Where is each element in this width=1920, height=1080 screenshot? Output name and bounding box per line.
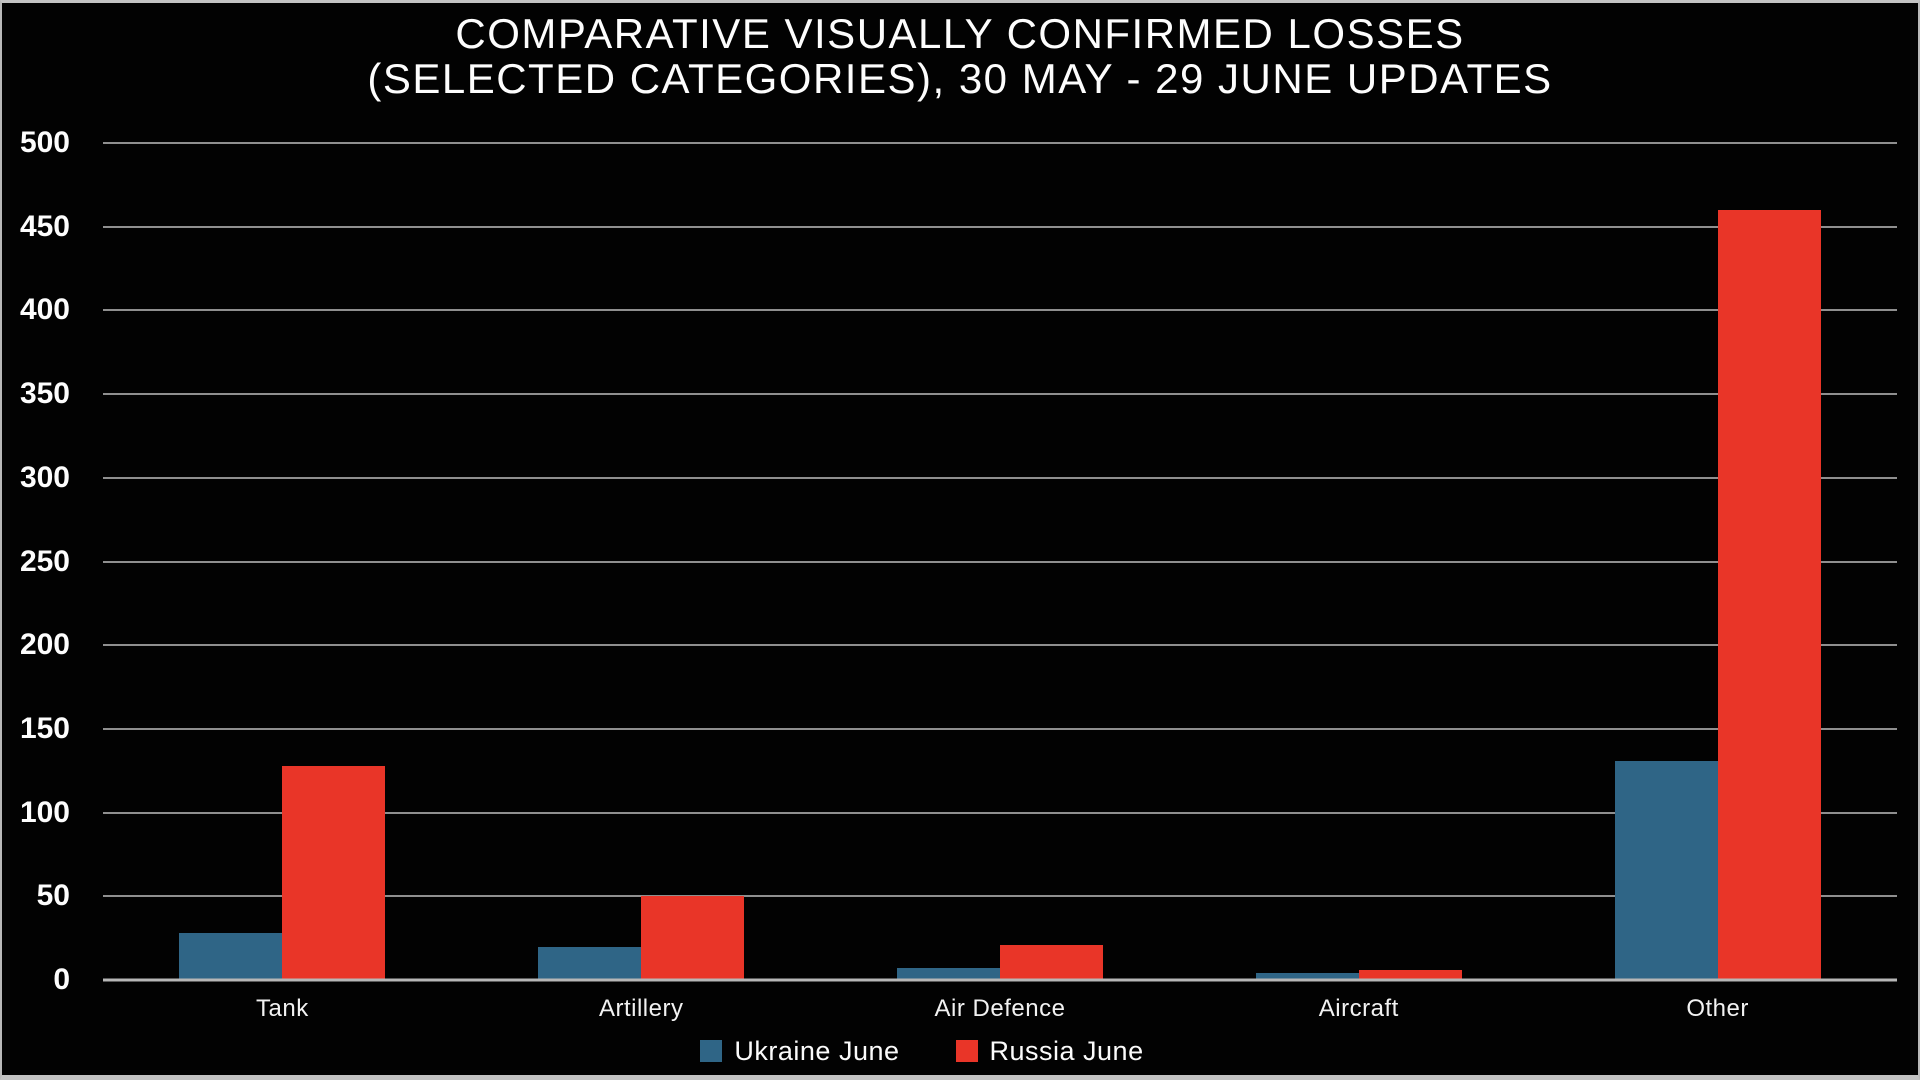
bar-ukraine-june-aircraft bbox=[1255, 973, 1359, 980]
legend-label: Russia June bbox=[989, 1035, 1144, 1066]
bar-group-aircraft bbox=[1179, 143, 1538, 980]
bar-group-other bbox=[1538, 143, 1897, 980]
bar-group-tank bbox=[103, 143, 462, 980]
bar-ukraine-june-tank bbox=[179, 933, 283, 980]
y-axis-labels: 0 50 100 150 200 250 300 350 400 450 500 bbox=[2, 126, 86, 996]
y-tick-label-500: 500 bbox=[19, 126, 70, 159]
category-label-air-defence: Air Defence bbox=[934, 995, 1066, 1022]
bar-russia-june-other bbox=[1717, 209, 1821, 980]
chart-title: COMPARATIVE VISUALLY CONFIRMED LOSSES (S… bbox=[2, 11, 1918, 101]
bar-russia-june-air-defence bbox=[999, 944, 1103, 980]
gridline-500 bbox=[103, 142, 1897, 144]
gridline-400 bbox=[103, 309, 1897, 312]
bar-russia-june-aircraft bbox=[1358, 969, 1462, 980]
legend-swatch-icon bbox=[700, 1040, 723, 1062]
x-axis-labels: Tank Artillery Air Defence Aircraft Other bbox=[103, 995, 1897, 1031]
chart-title-line2: (SELECTED CATEGORIES), 30 MAY - 29 JUNE … bbox=[367, 55, 1553, 102]
category-label-tank: Tank bbox=[256, 995, 309, 1022]
y-tick-label-0: 0 bbox=[53, 963, 70, 996]
category-label-other: Other bbox=[1686, 995, 1749, 1022]
bar-russia-june-tank bbox=[282, 765, 386, 980]
y-tick-label-300: 300 bbox=[19, 460, 70, 494]
bar-ukraine-june-air-defence bbox=[896, 968, 1000, 980]
y-tick-label-100: 100 bbox=[19, 795, 70, 829]
category-label-artillery: Artillery bbox=[598, 995, 684, 1022]
legend-swatch-icon bbox=[955, 1040, 978, 1062]
y-tick-label-350: 350 bbox=[19, 377, 70, 411]
legend-item-ukraine-june: Ukraine June bbox=[700, 1036, 899, 1067]
gridline-350 bbox=[103, 393, 1897, 396]
bar-group-air-defence bbox=[821, 143, 1180, 980]
legend: Ukraine June Russia June bbox=[2, 1033, 1842, 1069]
gridline-450 bbox=[103, 225, 1897, 228]
bar-group-artillery bbox=[462, 143, 821, 980]
gridline-150 bbox=[103, 727, 1897, 730]
category-label-aircraft: Aircraft bbox=[1318, 995, 1399, 1022]
y-tick-label-150: 150 bbox=[19, 711, 70, 745]
chart-title-line1: COMPARATIVE VISUALLY CONFIRMED LOSSES bbox=[455, 10, 1465, 57]
plot-area bbox=[103, 142, 1897, 982]
gridline-250 bbox=[103, 560, 1897, 563]
bar-russia-june-artillery bbox=[641, 896, 745, 980]
bar-groups bbox=[103, 143, 1897, 980]
y-tick-label-450: 450 bbox=[19, 209, 70, 243]
bar-ukraine-june-other bbox=[1614, 760, 1718, 980]
bar-ukraine-june-artillery bbox=[538, 946, 642, 980]
gridline-300 bbox=[103, 476, 1897, 479]
y-tick-label-50: 50 bbox=[36, 879, 70, 913]
legend-label: Ukraine June bbox=[734, 1035, 900, 1066]
y-tick-label-200: 200 bbox=[19, 628, 70, 662]
gridline-0 bbox=[103, 978, 1897, 982]
y-tick-label-250: 250 bbox=[19, 544, 70, 578]
gridline-100 bbox=[103, 811, 1897, 814]
gridline-50 bbox=[103, 895, 1897, 898]
gridline-200 bbox=[103, 644, 1897, 647]
y-tick-label-400: 400 bbox=[19, 293, 70, 327]
legend-item-russia-june: Russia June bbox=[955, 1035, 1144, 1067]
